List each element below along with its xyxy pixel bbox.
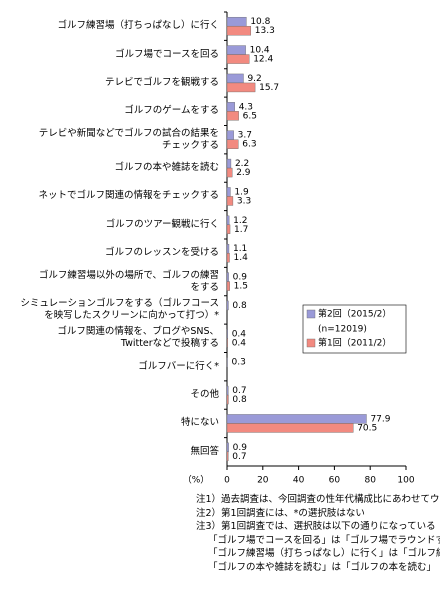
bar [226, 187, 231, 197]
x-tick-label: 40 [293, 476, 305, 486]
bar [226, 224, 231, 235]
category-label: 無回答 [190, 445, 219, 457]
value-label: 10.8 [250, 17, 270, 27]
legend-swatch [306, 309, 316, 319]
bar [226, 158, 232, 169]
bar [226, 451, 229, 462]
footnote: 「ゴルフ練習場（打ちっぱなし）に行く」は「ゴルフ練習場に行く」 [208, 548, 440, 559]
legend-swatch [306, 338, 316, 348]
footnote: 「ゴルフの本や雑誌を読む」は「ゴルフの本を読む」 [208, 561, 437, 573]
category-label: ゴルフの本や雑誌を読む [114, 162, 219, 174]
bar [226, 357, 228, 367]
footnote: 「ゴルフ場でコースを回る」は「ゴルフ場でラウンドする」 [208, 534, 440, 546]
value-label: 0.3 [232, 358, 246, 368]
bar [226, 45, 246, 55]
category-label: ネットでゴルフ関連の情報をチェックする [38, 190, 219, 202]
value-label: 0.8 [232, 301, 247, 311]
bar [226, 338, 228, 348]
bar [226, 252, 230, 263]
value-label: 4.3 [239, 102, 253, 112]
value-label: 3.7 [238, 131, 252, 141]
value-label: 13.3 [255, 26, 275, 36]
value-label: 0.4 [232, 338, 247, 348]
bar [226, 111, 239, 121]
bar [226, 215, 230, 226]
value-label: 2.2 [235, 159, 249, 169]
bar [226, 196, 234, 206]
category-label: テレビでゴルフを観戦する [104, 76, 219, 88]
x-tick-label: 20 [257, 476, 269, 486]
value-label: 1.7 [234, 225, 248, 235]
value-label: 1.4 [234, 253, 249, 263]
x-tick-label: 0 [224, 476, 230, 486]
value-label: 0.9 [233, 443, 248, 453]
x-tick-label: 100 [397, 476, 414, 486]
legend-note: (n=12019) [318, 325, 367, 335]
value-label: 12.4 [253, 55, 273, 65]
bar [226, 243, 230, 254]
category-label: テレビや新聞などでゴルフの試合の結果を チェックする [38, 127, 219, 151]
value-label: 0.7 [232, 452, 246, 462]
legend-label: 第2回（2015/2） [318, 308, 391, 320]
category-label: ゴルフのレッスンを受ける [104, 247, 219, 259]
category-label: ゴルフ場でコースを回る [114, 48, 219, 60]
value-label: 1.5 [234, 282, 248, 292]
legend-label: 第1回（2011/2） [318, 337, 391, 349]
bar [226, 385, 229, 396]
value-label: 2.9 [236, 168, 251, 178]
value-label: 0.9 [233, 273, 248, 283]
value-label: 77.9 [370, 414, 390, 424]
bar [226, 54, 250, 64]
bar [226, 82, 256, 93]
value-label: 0.4 [232, 329, 247, 339]
value-label: 6.5 [243, 111, 257, 121]
category-label: ゴルフバーに行く* [138, 360, 219, 372]
value-label: 0.8 [232, 395, 247, 405]
bar [226, 130, 234, 140]
legend-box [302, 304, 407, 354]
x-tick-label: 60 [329, 476, 341, 486]
category-label: ゴルフ関連の情報を、ブログやSNS、 Twitterなどで投稿する [57, 326, 219, 350]
value-label: 6.3 [242, 140, 256, 150]
bar [226, 16, 247, 27]
bar [226, 300, 229, 311]
value-label: 9.2 [247, 74, 261, 84]
category-label: ゴルフ練習場以外の場所で、ゴルフの練習 をする [38, 269, 219, 293]
value-label: 70.5 [357, 423, 377, 433]
bar [226, 167, 233, 178]
value-label: 1.9 [234, 187, 249, 197]
bar [226, 281, 230, 291]
footnote: 注2）第1回調査には、*の選択肢はない [196, 507, 365, 519]
category-label: その他 [190, 389, 219, 401]
category-label: ゴルフのツアー観戦に行く [105, 218, 219, 230]
value-label: 1.1 [233, 244, 247, 254]
bar [226, 73, 244, 84]
bar [226, 272, 229, 282]
category-label: 特にない [180, 417, 219, 429]
value-label: 1.2 [233, 216, 247, 226]
bar [226, 423, 354, 433]
category-label: ゴルフ練習場（打ちっぱなし）に行く [57, 20, 219, 32]
value-label: 0.7 [232, 386, 246, 396]
category-label: シミュレーションゴルフをする（ゴルフコース を映写したスクリーンに向かって打つ）… [20, 297, 219, 321]
bar [226, 139, 239, 149]
value-label: 15.7 [259, 83, 279, 93]
value-label: 10.4 [250, 46, 270, 56]
footnote: 注1）過去調査は、今回調査の性年代構成比にあわせてウエイトバックした値 [196, 494, 440, 505]
x-axis-label: （%） [183, 475, 210, 486]
x-tick-label: 80 [364, 476, 376, 486]
bar [226, 25, 252, 36]
bar [226, 102, 235, 112]
bar [226, 414, 367, 424]
bar [226, 329, 228, 339]
bar [226, 442, 229, 453]
category-label: ゴルフのゲームをする [124, 105, 219, 117]
bar [226, 394, 229, 405]
footnote: 注3）第1回調査では、選択肢は以下の通りになっている [196, 521, 436, 532]
value-label: 3.3 [237, 196, 251, 206]
